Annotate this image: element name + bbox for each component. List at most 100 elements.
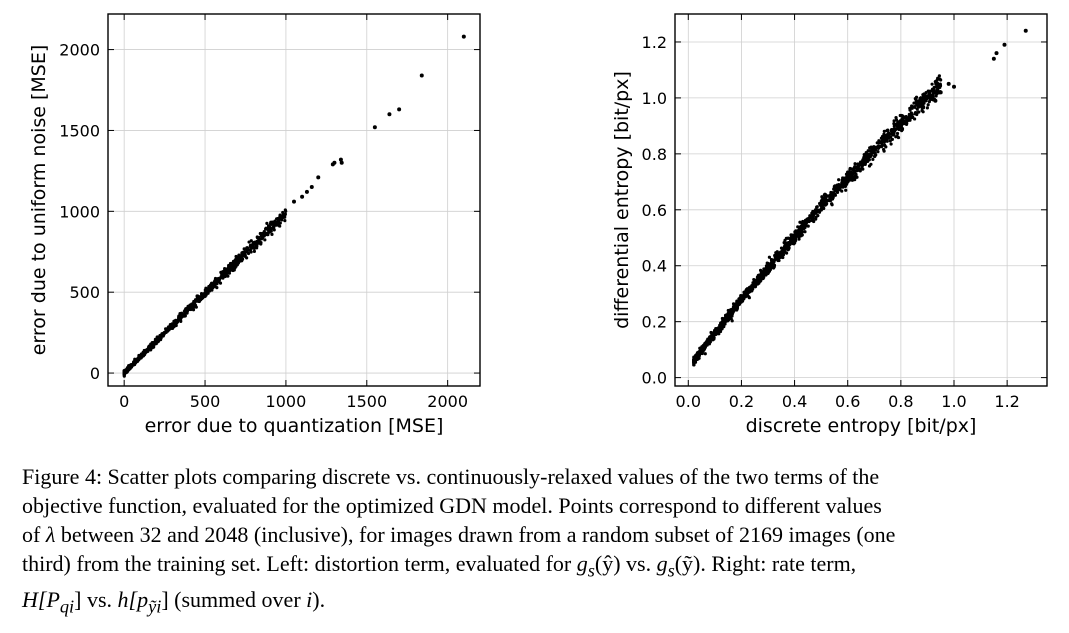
data-point (832, 187, 836, 191)
data-point (783, 243, 788, 247)
data-point (705, 339, 709, 343)
data-point (723, 317, 728, 321)
data-point (814, 215, 818, 219)
data-point (275, 220, 279, 224)
data-point (889, 142, 893, 146)
data-point (895, 131, 900, 136)
data-point (789, 233, 793, 237)
data-point (1023, 28, 1028, 33)
data-point (882, 129, 886, 133)
data-point (185, 306, 189, 310)
data-point (237, 253, 241, 257)
data-point (129, 364, 133, 368)
data-point (870, 150, 875, 155)
data-point (192, 302, 196, 306)
data-point (730, 310, 735, 314)
data-point (810, 218, 814, 223)
data-point (245, 250, 249, 254)
data-point (892, 119, 896, 123)
data-point (215, 286, 219, 290)
data-point (387, 112, 392, 117)
data-point (750, 283, 754, 288)
y-tick-label: 0.2 (642, 313, 667, 332)
data-point (234, 258, 238, 262)
data-point (292, 199, 296, 204)
data-point (928, 89, 932, 93)
data-point (858, 169, 862, 173)
y-tick-label: 0.4 (642, 257, 667, 276)
data-point (175, 320, 179, 324)
data-point (887, 131, 891, 135)
data-point (837, 178, 841, 182)
data-point (714, 332, 718, 336)
data-point (933, 98, 938, 103)
data-point (786, 248, 790, 252)
data-point (209, 286, 213, 290)
data-point (758, 275, 762, 280)
data-point (925, 106, 929, 110)
data-point (714, 327, 718, 331)
data-point (259, 240, 263, 245)
data-point (226, 274, 230, 278)
data-point (862, 153, 866, 157)
data-point (248, 243, 253, 247)
data-point (332, 160, 337, 165)
data-point (991, 56, 996, 61)
data-point (726, 308, 730, 313)
data-point (743, 295, 748, 299)
y-tick-label: 500 (69, 283, 100, 302)
data-point (795, 229, 799, 234)
data-point (276, 216, 280, 221)
x-tick-label: 1.0 (941, 392, 966, 411)
data-point (126, 367, 131, 371)
data-point (849, 172, 854, 177)
data-point (895, 134, 899, 139)
data-point (195, 296, 200, 300)
data-point (744, 289, 748, 294)
data-point (798, 220, 802, 224)
caption-line-3: of λ between 32 and 2048 (inclusive), fo… (22, 522, 896, 547)
data-point (693, 356, 697, 360)
data-point (882, 132, 886, 136)
data-point (869, 154, 873, 158)
data-point (372, 125, 377, 130)
data-point (934, 82, 938, 86)
y-tick-label: 0.0 (642, 369, 667, 388)
data-point (263, 231, 268, 235)
data-point (150, 346, 154, 350)
data-point (215, 277, 220, 281)
data-point (915, 100, 919, 104)
data-point (772, 258, 776, 262)
data-point (938, 90, 943, 95)
data-point (734, 305, 738, 309)
data-point (934, 85, 938, 89)
left-scatter-plot: 0 500 1000 1500 2000 0 500 1000 1500 2000 error du… (28, 13, 481, 437)
data-point (747, 296, 751, 300)
data-point (755, 278, 760, 283)
data-point (860, 159, 865, 163)
data-point (172, 321, 176, 325)
data-point (182, 309, 186, 314)
data-point (810, 212, 814, 217)
data-point (168, 325, 172, 329)
data-point (717, 328, 722, 332)
data-point (882, 140, 886, 145)
data-point (231, 261, 235, 265)
data-point (249, 239, 253, 243)
data-point (200, 293, 204, 297)
data-point (766, 268, 770, 272)
data-point (882, 135, 886, 139)
data-point (251, 241, 255, 245)
data-point (806, 224, 810, 228)
data-point (935, 78, 939, 82)
data-point (894, 118, 899, 122)
data-point (304, 189, 309, 194)
data-point (701, 344, 705, 348)
data-point (930, 87, 935, 91)
data-point (743, 292, 748, 296)
y-tick-label: 1.2 (642, 33, 667, 52)
data-point (734, 302, 738, 306)
data-point (921, 93, 925, 97)
data-point (779, 246, 784, 250)
data-point (237, 258, 241, 263)
